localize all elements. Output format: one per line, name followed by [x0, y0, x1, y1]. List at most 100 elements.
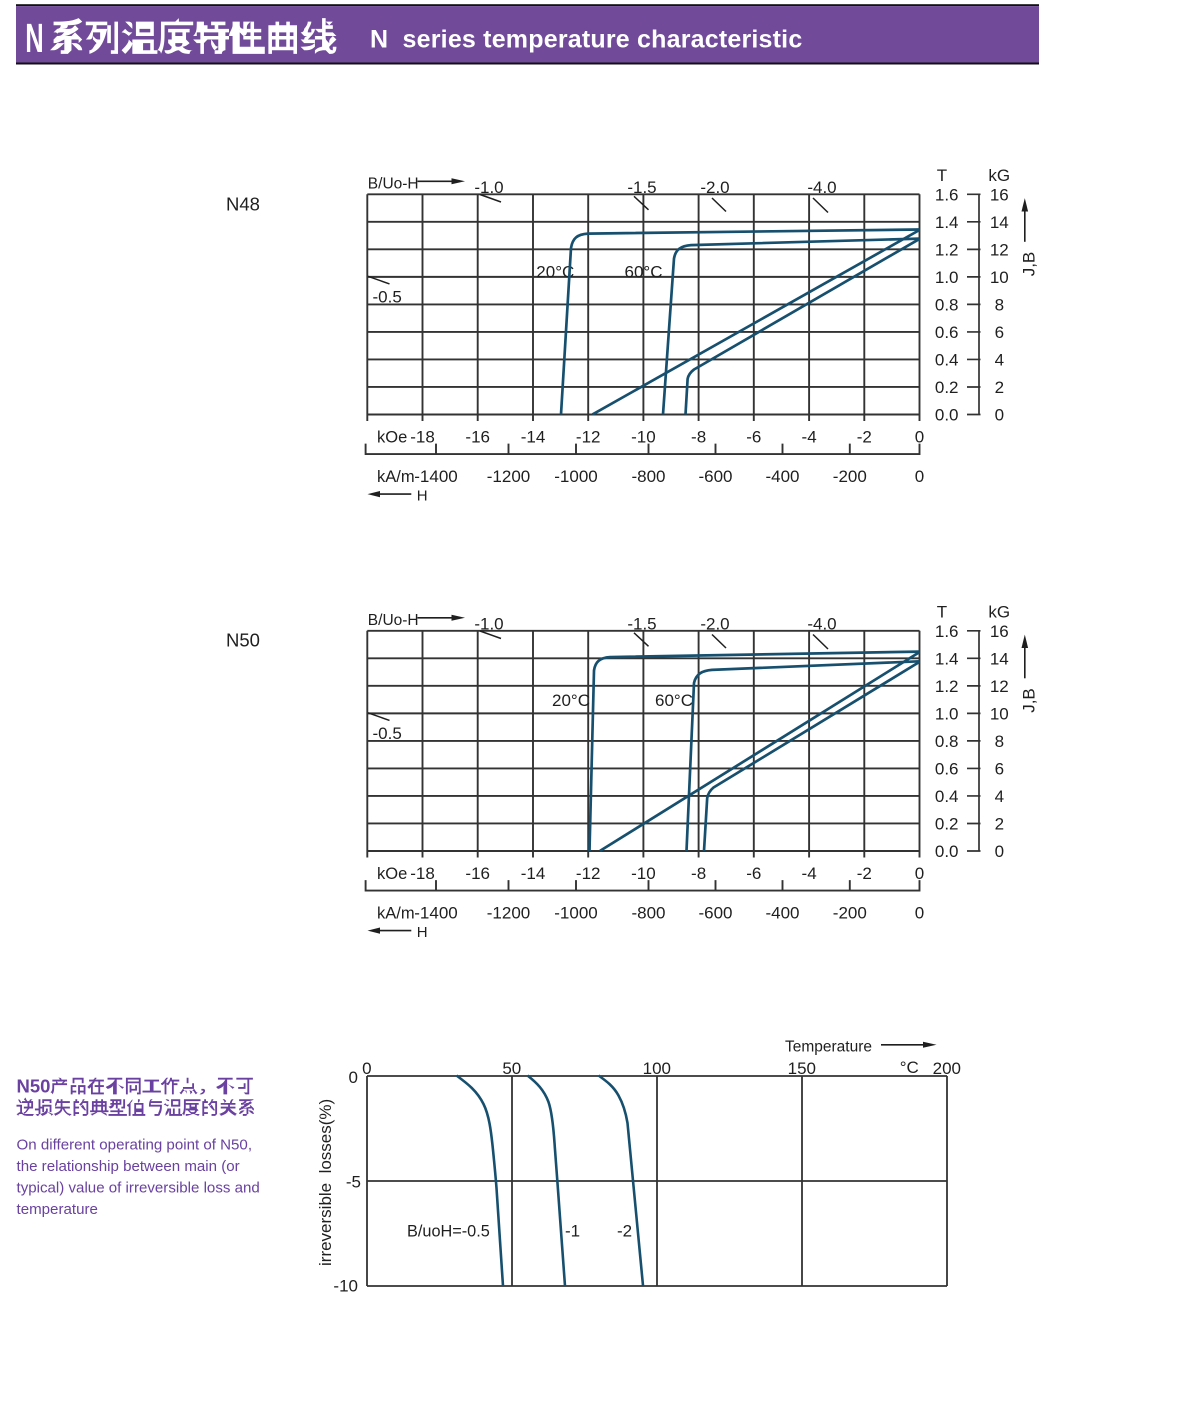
svg-text:0: 0 [995, 842, 1004, 861]
svg-text:1.6: 1.6 [935, 186, 959, 205]
svg-text:-2: -2 [617, 1222, 632, 1241]
svg-text:-400: -400 [765, 467, 799, 486]
svg-text:0: 0 [349, 1068, 358, 1087]
svg-text:-6: -6 [746, 864, 761, 883]
svg-text:150: 150 [788, 1059, 816, 1078]
svg-text:-400: -400 [765, 903, 799, 922]
svg-text:60°C: 60°C [625, 262, 663, 281]
svg-text:4: 4 [995, 787, 1004, 806]
svg-text:0.2: 0.2 [935, 378, 959, 397]
svg-text:0.8: 0.8 [935, 296, 959, 315]
svg-text:kA/m: kA/m [377, 468, 415, 486]
svg-text:typical) value of irreversible: typical) value of irreversible loss and [17, 1180, 260, 1197]
svg-text:B/uoH=-0.5: B/uoH=-0.5 [407, 1223, 490, 1241]
svg-text:-18: -18 [410, 428, 435, 447]
svg-text:-1.5: -1.5 [627, 178, 656, 197]
svg-text:1.4: 1.4 [935, 213, 959, 232]
svg-text:-600: -600 [698, 467, 732, 486]
svg-text:-10: -10 [631, 428, 656, 447]
svg-text:-1.0: -1.0 [474, 615, 503, 634]
svg-text:8: 8 [995, 732, 1004, 751]
svg-text:-8: -8 [691, 864, 706, 883]
svg-text:0: 0 [362, 1059, 371, 1078]
svg-text:H: H [417, 487, 428, 504]
svg-text:-10: -10 [333, 1277, 358, 1296]
svg-text:1.2: 1.2 [935, 241, 959, 260]
svg-text:12: 12 [990, 241, 1009, 260]
svg-text:-0.5: -0.5 [373, 724, 402, 743]
svg-text:14: 14 [990, 213, 1009, 232]
svg-text:-800: -800 [631, 467, 665, 486]
svg-text:0.2: 0.2 [935, 815, 959, 834]
svg-text:-1.0: -1.0 [474, 178, 503, 197]
svg-text:1.0: 1.0 [935, 705, 959, 724]
svg-text:-2.0: -2.0 [700, 178, 729, 197]
svg-text:0: 0 [995, 406, 1004, 425]
svg-text:-4: -4 [802, 864, 817, 883]
svg-text:2: 2 [995, 378, 1004, 397]
svg-text:-14: -14 [521, 428, 546, 447]
svg-text:0.6: 0.6 [935, 760, 959, 779]
svg-text:6: 6 [995, 323, 1004, 342]
svg-text:kOe: kOe [377, 865, 407, 883]
svg-text:-6: -6 [746, 428, 761, 447]
svg-text:J,B: J,B [1020, 688, 1039, 713]
svg-text:1.0: 1.0 [935, 268, 959, 287]
svg-text:0.4: 0.4 [935, 351, 959, 370]
svg-text:irreversible losses(%): irreversible losses(%) [316, 1099, 335, 1266]
svg-text:kA/m: kA/m [377, 904, 415, 922]
svg-text:16: 16 [990, 622, 1009, 641]
svg-text:-1400: -1400 [414, 903, 457, 922]
svg-text:T: T [937, 603, 947, 622]
svg-text:N48: N48 [226, 193, 260, 214]
svg-text:-1.5: -1.5 [627, 615, 656, 634]
svg-text:kG: kG [988, 603, 1010, 622]
svg-text:-2: -2 [857, 428, 872, 447]
svg-text:-16: -16 [465, 864, 490, 883]
svg-text:14: 14 [990, 650, 1009, 669]
svg-text:200: 200 [933, 1059, 961, 1078]
svg-text:N50: N50 [226, 629, 260, 650]
svg-text:kOe: kOe [377, 429, 407, 447]
svg-text:0.0: 0.0 [935, 406, 959, 425]
svg-text:-14: -14 [521, 864, 546, 883]
svg-text:50: 50 [502, 1059, 521, 1078]
svg-text:100: 100 [643, 1059, 671, 1078]
svg-text:Temperature: Temperature [785, 1039, 872, 1056]
svg-text:B/Uo-H: B/Uo-H [368, 612, 419, 629]
svg-text:10: 10 [990, 268, 1009, 287]
svg-text:0: 0 [915, 903, 924, 922]
svg-text:10: 10 [990, 705, 1009, 724]
svg-text:-12: -12 [576, 428, 601, 447]
svg-text:4: 4 [995, 351, 1004, 370]
svg-text:-2: -2 [857, 864, 872, 883]
svg-text:N50: N50 [17, 1076, 51, 1097]
svg-text:0.6: 0.6 [935, 323, 959, 342]
svg-text:-1200: -1200 [487, 903, 530, 922]
svg-text:the relationship between main: the relationship between main (or [17, 1158, 240, 1175]
svg-text:20°C: 20°C [552, 691, 590, 710]
svg-text:-1200: -1200 [487, 467, 530, 486]
svg-text:T: T [937, 166, 947, 185]
svg-text:N: N [25, 16, 43, 61]
svg-text:-200: -200 [833, 467, 867, 486]
svg-text:-12: -12 [576, 864, 601, 883]
svg-text:On different operating point o: On different operating point of N50, [17, 1137, 253, 1154]
svg-text:0.0: 0.0 [935, 842, 959, 861]
svg-text:0: 0 [915, 864, 924, 883]
svg-text:-8: -8 [691, 428, 706, 447]
svg-text:H: H [417, 924, 428, 941]
svg-text:-1000: -1000 [554, 467, 597, 486]
svg-text:1.4: 1.4 [935, 650, 959, 669]
svg-text:-1000: -1000 [554, 903, 597, 922]
svg-text:temperature: temperature [17, 1201, 98, 1218]
svg-text:-4.0: -4.0 [807, 178, 836, 197]
svg-text:B/Uo-H: B/Uo-H [368, 176, 419, 193]
svg-text:-5: -5 [346, 1172, 361, 1191]
svg-text:8: 8 [995, 296, 1004, 315]
svg-text:-1400: -1400 [414, 467, 457, 486]
svg-text:-16: -16 [465, 428, 490, 447]
svg-text:-4: -4 [802, 428, 817, 447]
svg-text:N series temperature characte: N series temperature characteristic [370, 26, 802, 54]
svg-text:-1: -1 [565, 1222, 580, 1241]
